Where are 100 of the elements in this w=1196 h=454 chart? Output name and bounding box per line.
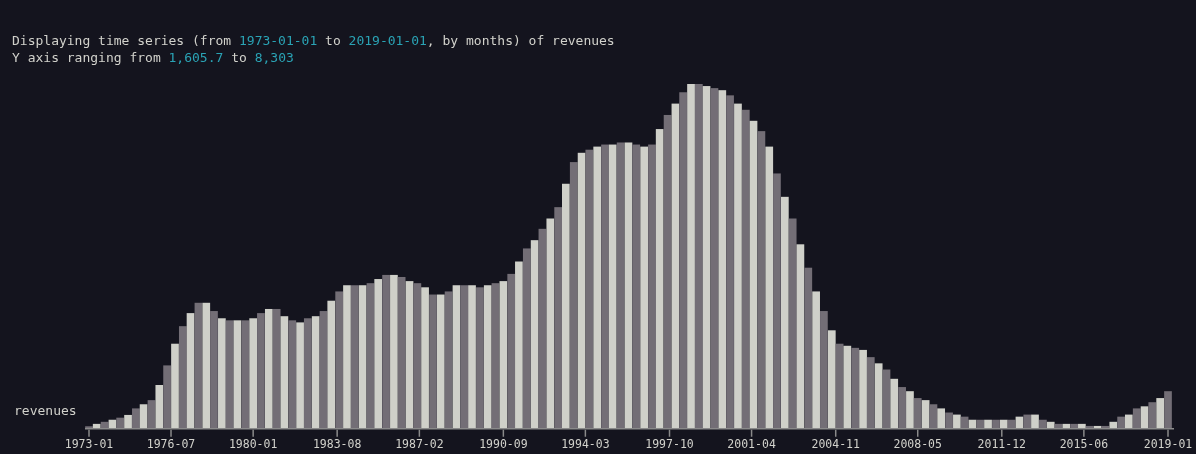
bar bbox=[311, 316, 320, 428]
bar bbox=[530, 240, 539, 428]
x-tick-label: 1997-10 bbox=[645, 436, 694, 451]
bar bbox=[827, 330, 836, 428]
x-tick-label: 1990-09 bbox=[479, 436, 528, 451]
bar bbox=[773, 173, 781, 428]
bar bbox=[1062, 423, 1071, 428]
bar bbox=[390, 274, 398, 428]
chart-subtitle: Y axis ranging from 1,605.7 to 8,303 bbox=[12, 50, 294, 65]
x-tick-label: 1987-02 bbox=[395, 436, 444, 451]
bar bbox=[202, 302, 211, 428]
bar bbox=[483, 285, 492, 428]
bar bbox=[132, 408, 140, 428]
bar bbox=[554, 207, 562, 428]
bar bbox=[444, 291, 453, 428]
bar bbox=[788, 218, 797, 428]
bar bbox=[984, 419, 992, 428]
bar bbox=[382, 274, 390, 428]
bar bbox=[218, 318, 226, 428]
bar bbox=[632, 144, 641, 428]
bar bbox=[280, 316, 289, 428]
bar bbox=[303, 318, 312, 428]
bar bbox=[296, 322, 304, 428]
bar bbox=[163, 365, 171, 428]
bar bbox=[522, 248, 531, 428]
bar bbox=[1164, 391, 1172, 428]
x-tick-label: 2004-11 bbox=[811, 436, 861, 451]
bar bbox=[953, 414, 961, 428]
bar bbox=[241, 320, 250, 428]
bar bbox=[124, 414, 132, 428]
bar bbox=[499, 281, 508, 428]
bar bbox=[210, 311, 218, 428]
bar bbox=[264, 308, 273, 428]
x-tick-label: 1980-01 bbox=[228, 436, 278, 451]
x-tick-label: 1976-07 bbox=[146, 436, 196, 451]
bar bbox=[851, 347, 860, 428]
bar bbox=[843, 345, 852, 428]
bar bbox=[937, 408, 946, 428]
bar bbox=[640, 146, 648, 428]
bar bbox=[507, 273, 516, 428]
bar bbox=[945, 412, 953, 428]
x-tick-label: 2011-12 bbox=[977, 436, 1027, 451]
bar bbox=[1031, 414, 1039, 428]
bar bbox=[601, 144, 609, 428]
bar bbox=[460, 285, 469, 428]
bar bbox=[734, 103, 742, 428]
bar bbox=[804, 267, 813, 428]
bar bbox=[436, 294, 445, 428]
bar bbox=[687, 84, 695, 428]
bar bbox=[249, 318, 258, 428]
bar bbox=[890, 378, 899, 428]
bar bbox=[757, 131, 766, 428]
bar bbox=[335, 291, 343, 428]
bar bbox=[1039, 419, 1047, 428]
x-tick-label: 1983-08 bbox=[312, 436, 362, 451]
bar bbox=[186, 313, 195, 428]
bar bbox=[374, 279, 383, 428]
bar bbox=[116, 417, 124, 428]
bar bbox=[1078, 423, 1086, 428]
bar bbox=[921, 400, 930, 428]
bar bbox=[343, 285, 351, 428]
bar bbox=[1132, 408, 1141, 428]
bar bbox=[358, 285, 367, 428]
bar bbox=[491, 283, 500, 428]
bar bbox=[906, 391, 914, 428]
bar bbox=[421, 287, 429, 428]
bar bbox=[569, 162, 578, 428]
bar bbox=[976, 419, 985, 428]
bar bbox=[257, 313, 265, 428]
bar bbox=[1085, 425, 1094, 428]
bar bbox=[429, 294, 437, 428]
bar bbox=[538, 228, 547, 428]
bar bbox=[616, 142, 625, 428]
bar bbox=[1124, 414, 1133, 428]
bar bbox=[92, 423, 101, 428]
bar bbox=[882, 369, 891, 428]
bar bbox=[1117, 416, 1125, 428]
bar bbox=[562, 183, 570, 428]
bar bbox=[695, 84, 703, 428]
bar bbox=[233, 320, 242, 428]
bar bbox=[655, 129, 664, 428]
bar bbox=[546, 218, 555, 428]
bar bbox=[452, 285, 461, 428]
bar bbox=[155, 385, 164, 428]
bar bbox=[585, 149, 594, 428]
bar bbox=[608, 144, 617, 428]
bar bbox=[171, 343, 179, 428]
bar bbox=[929, 404, 938, 428]
bar bbox=[820, 311, 828, 428]
x-tick-label: 2019-01 bbox=[1143, 436, 1193, 451]
bar bbox=[874, 363, 883, 428]
bar bbox=[350, 285, 359, 428]
bar bbox=[1109, 421, 1118, 428]
x-tick-label: 2001-04 bbox=[727, 436, 776, 451]
bar bbox=[577, 152, 586, 428]
x-tick-label: 1994-03 bbox=[561, 436, 610, 451]
bar bbox=[741, 109, 750, 428]
bar bbox=[1046, 421, 1055, 428]
bar bbox=[593, 146, 602, 428]
bar bbox=[178, 326, 187, 428]
